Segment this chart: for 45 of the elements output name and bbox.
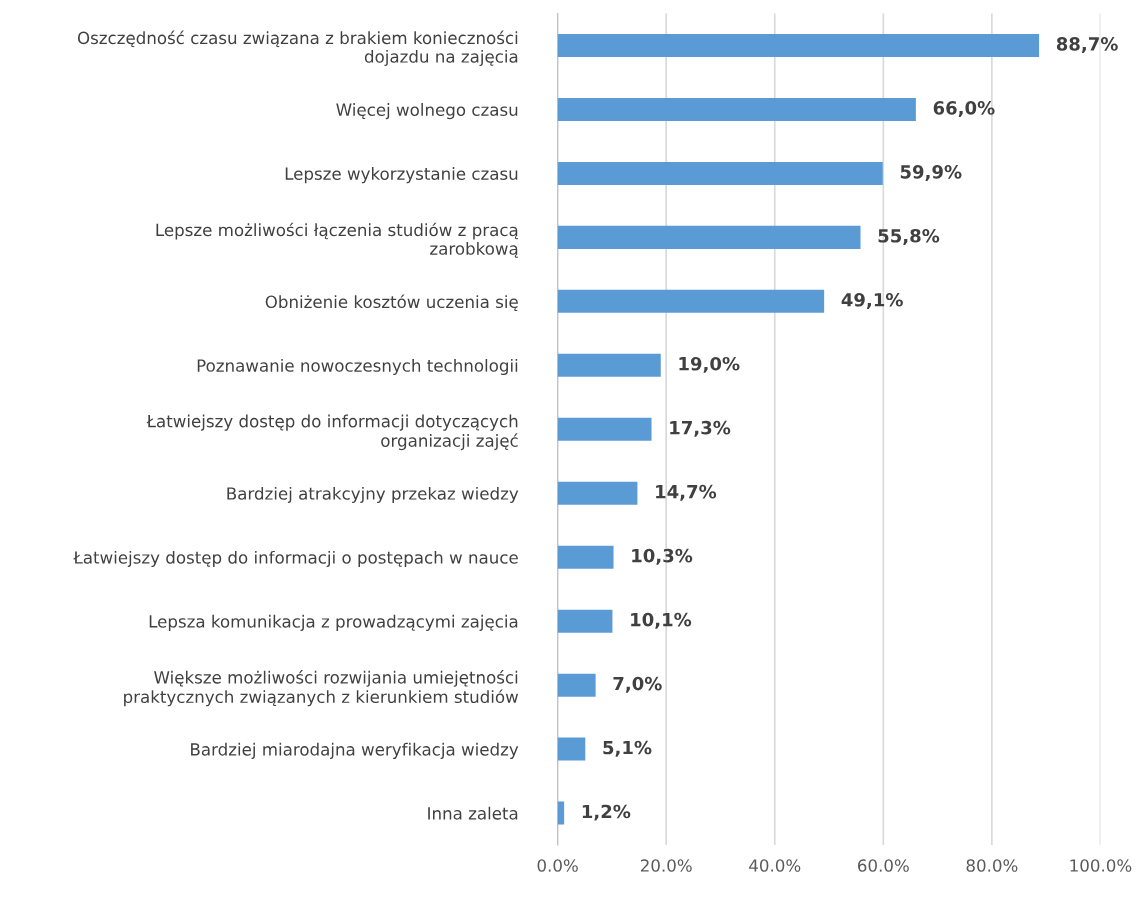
y-tick-label: Inna zaleta xyxy=(428,806,518,820)
x-tick-label: 100.0% xyxy=(1070,859,1132,872)
bar xyxy=(557,545,614,569)
y-tick-label: Łatwiejszy dostęp do informacji o postępach w nauce xyxy=(73,550,518,568)
data-label: 14,7% xyxy=(656,484,717,501)
data-label: 17,3% xyxy=(670,420,731,437)
y-tick-label: Poznawanie nowoczesnych technologii xyxy=(197,358,518,376)
x-tick-label: 0.0% xyxy=(537,859,578,872)
y-tick-label: Więcej wolnego czasu xyxy=(336,103,518,120)
bar xyxy=(557,801,565,825)
data-label: 88,7% xyxy=(1056,37,1118,54)
y-tick-label: Większe możliwości rozwijania umiejętności praktycznych związanych z kierunkiem studiów xyxy=(124,670,519,707)
y-tick-label: Lepsze wykorzystanie czasu xyxy=(285,167,518,184)
data-label: 7,0% xyxy=(613,676,662,693)
bar xyxy=(557,481,638,505)
bar xyxy=(557,161,883,185)
data-label: 49,1% xyxy=(841,292,903,309)
bar xyxy=(557,33,1040,57)
y-tick-label: Łatwiejszy dostęp do informacji dotyczących organizacji zajęć xyxy=(146,414,518,451)
y-tick-label: Lepsza komunikacja z prowadzącymi zajęcia xyxy=(149,614,518,631)
y-tick-label: Bardziej atrakcyjny przekaz wiedzy xyxy=(227,486,519,504)
x-tick-label: 40.0% xyxy=(749,859,801,872)
x-tick-label: 20.0% xyxy=(640,859,692,872)
x-tick-label: 60.0% xyxy=(858,859,909,872)
bar xyxy=(557,737,586,761)
y-tick-label: Bardziej miarodajna weryfikacja wiedzy xyxy=(191,742,519,759)
data-label: 10,1% xyxy=(631,612,692,629)
bar xyxy=(557,289,825,313)
bar xyxy=(557,417,652,441)
bar xyxy=(557,609,613,633)
bar xyxy=(557,353,661,377)
bar xyxy=(557,97,916,121)
x-tick-label: 80.0% xyxy=(966,859,1018,872)
data-label: 10,3% xyxy=(632,548,693,565)
data-label: 5,1% xyxy=(603,740,652,757)
data-label: 19,0% xyxy=(679,356,740,373)
data-label: 55,8% xyxy=(878,228,940,245)
data-label: 66,0% xyxy=(933,101,995,117)
y-tick-label: Oszczędność czasu związana z brakiem konieczności dojazdu na zajęcia xyxy=(77,30,518,67)
bar xyxy=(557,673,596,697)
bar xyxy=(557,225,861,249)
y-tick-label: Lepsze możliwości łączenia studiów z pracą zarobkową xyxy=(156,222,518,258)
y-tick-label: Obniżenie kosztów uczenia się xyxy=(265,294,518,312)
data-label: 1,2% xyxy=(582,804,631,821)
data-label: 59,9% xyxy=(900,164,962,181)
